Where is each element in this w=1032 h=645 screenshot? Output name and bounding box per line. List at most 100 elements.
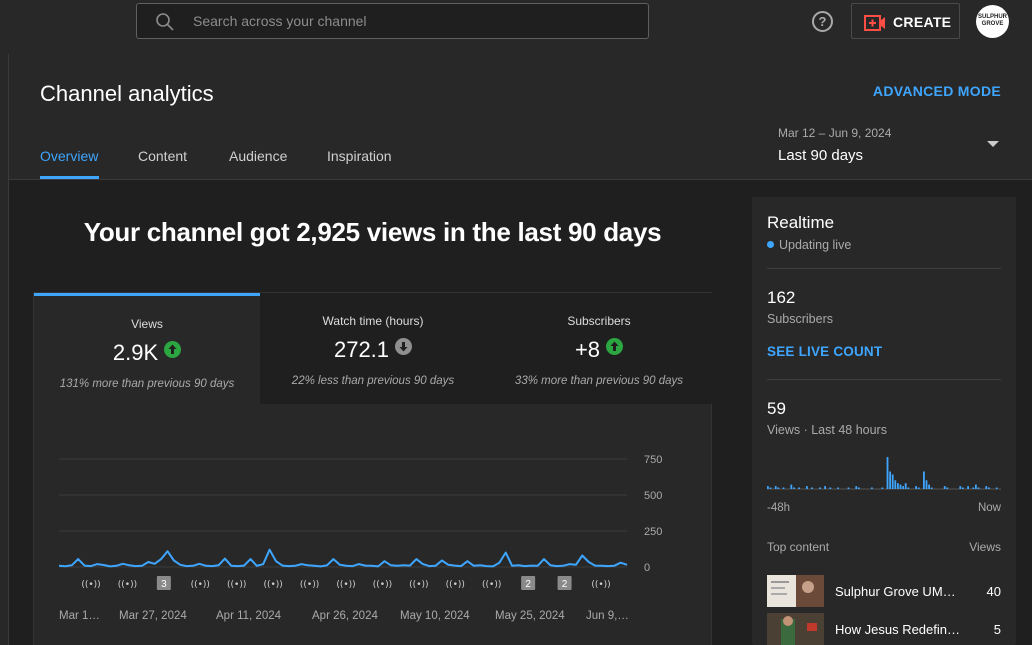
views-line-chart[interactable]: 750 500 250 0 ((•)) ((•)) 3 ((•)) ((•)) ((•)) ((•)… — [34, 404, 711, 645]
spark-bar — [777, 487, 780, 489]
caret-down-icon[interactable] — [987, 141, 999, 147]
metric-value: 272.1 — [333, 337, 390, 362]
live-stream-marker-icon: ((•)) — [263, 580, 282, 590]
realtime-bar-chart[interactable] — [767, 455, 1001, 491]
top-content-title: Sulphur Grove UMC,… — [835, 584, 965, 599]
metric-label: Views — [131, 317, 163, 331]
x-tick-label: Apr 11, 2024 — [216, 610, 282, 622]
realtime-status: Updating live — [767, 238, 851, 252]
metric-label: Subscribers — [567, 314, 631, 328]
top-content-header: Top content — [767, 540, 830, 554]
y-tick-label: 500 — [644, 490, 662, 502]
date-range-dates: Mar 12 – Jun 9, 2024 — [778, 126, 892, 140]
metric-subscribers[interactable]: Subscribers +8 33% more than previous 90… — [486, 293, 712, 404]
upload-count-badge — [557, 576, 572, 590]
upload-count-text: 2 — [562, 579, 568, 590]
spark-bar — [886, 457, 889, 489]
metric-watch-time[interactable]: Watch time (hours) 272.1 22% less than p… — [260, 293, 486, 404]
spark-bar — [798, 487, 800, 489]
y-tick-label: 0 — [644, 562, 650, 574]
spark-bar — [793, 487, 795, 489]
metric-value-row: +8 — [486, 337, 712, 363]
views-column-header: Views — [969, 540, 1001, 554]
realtime-card: Realtime Updating live 162 Subscribers S… — [752, 197, 1016, 645]
spark-bar — [985, 486, 988, 489]
live-stream-marker-icon: ((•)) — [227, 580, 246, 590]
advanced-mode-link[interactable]: ADVANCED MODE — [872, 83, 1001, 99]
tab-inspiration[interactable]: Inspiration — [327, 148, 392, 164]
spark-bar — [897, 483, 899, 489]
create-label: CREATE — [893, 14, 952, 30]
metric-note: 33% more than previous 90 days — [514, 375, 684, 387]
metric-label: Watch time (hours) — [322, 314, 424, 328]
y-tick-label: 750 — [644, 454, 662, 466]
create-button[interactable]: CREATE — [851, 3, 960, 39]
spark-bar — [915, 486, 917, 489]
search-input[interactable] — [193, 4, 633, 38]
x-tick-label: Jun 9,… — [586, 610, 629, 622]
spark-bar — [967, 486, 969, 489]
metric-views[interactable]: Views 2.9K 131% more than previous 90 da… — [34, 293, 260, 404]
live-stream-marker-icon: ((•)) — [300, 580, 319, 590]
realtime-title: Realtime — [767, 213, 835, 232]
spark-bar — [881, 487, 884, 489]
help-icon[interactable]: ? — [812, 11, 833, 32]
live-dot-icon — [767, 241, 774, 248]
spark-bar — [975, 484, 977, 489]
top-content-row[interactable]: Sulphur Grove UMC,… 40 — [767, 575, 1001, 609]
upload-count-badge — [521, 576, 536, 590]
spark-bar — [782, 487, 785, 489]
spark-bar — [790, 484, 793, 489]
views-series-line — [58, 548, 628, 568]
subscriber-count: 162 — [767, 288, 796, 307]
spark-bar — [946, 487, 949, 489]
top-content-views: 40 — [986, 584, 1001, 599]
top-content-title: How Jesus Redefine… — [835, 622, 965, 637]
spark-bar — [988, 487, 990, 489]
video-thumbnail — [767, 575, 824, 607]
search-box[interactable] — [136, 3, 649, 39]
arrow-up-icon — [164, 341, 182, 358]
spark-bar — [891, 474, 894, 489]
live-stream-marker-icon: ((•)) — [482, 580, 501, 590]
spark-bar — [899, 484, 902, 489]
tab-overview[interactable]: Overview — [40, 148, 99, 164]
metric-note: 22% less than previous 90 days — [291, 375, 455, 387]
spark-bar — [972, 487, 975, 489]
spark-bar — [811, 487, 813, 489]
spark-bar — [829, 487, 832, 489]
tab-audience[interactable]: Audience — [229, 148, 288, 164]
spark-bar — [824, 486, 826, 489]
top-content-row[interactable]: How Jesus Redefine… 5 — [767, 613, 1001, 645]
arrow-down-icon — [395, 338, 413, 355]
spark-axis-end: Now — [977, 502, 1001, 514]
main-content: Channel analytics ADVANCED MODE Overview… — [9, 54, 1032, 645]
avatar[interactable]: SULPHUR GROVE — [976, 5, 1009, 38]
x-tick-label: Mar 1… — [59, 610, 100, 622]
live-stream-marker-icon: ((•)) — [336, 580, 355, 590]
spark-bar — [819, 487, 821, 489]
spark-bar — [847, 487, 850, 489]
date-range-picker[interactable]: Mar 12 – Jun 9, 2024 Last 90 days — [778, 126, 891, 164]
see-live-count-link[interactable]: SEE LIVE COUNT — [767, 344, 883, 359]
x-tick-label: May 25, 2024 — [495, 610, 565, 622]
spark-bar — [977, 487, 980, 489]
spark-bar — [894, 480, 897, 489]
spark-bar — [769, 487, 772, 489]
divider — [767, 379, 1001, 380]
live-stream-marker-icon: ((•)) — [373, 580, 392, 590]
metric-value: +8 — [574, 337, 601, 362]
tab-content[interactable]: Content — [138, 148, 188, 164]
spark-bar — [902, 486, 904, 489]
spark-bar — [855, 486, 858, 489]
spark-bar — [928, 484, 930, 489]
headline: Your channel got 2,925 views in the last… — [83, 217, 662, 247]
search-icon — [156, 13, 174, 31]
page-title: Channel analytics — [40, 81, 214, 106]
header-divider — [9, 179, 1032, 180]
spark-bar — [889, 471, 891, 489]
metric-note: 131% more than previous 90 days — [59, 378, 235, 390]
arrow-up-icon — [606, 338, 624, 355]
spark-bar — [767, 486, 769, 489]
y-tick-label: 250 — [644, 526, 662, 538]
